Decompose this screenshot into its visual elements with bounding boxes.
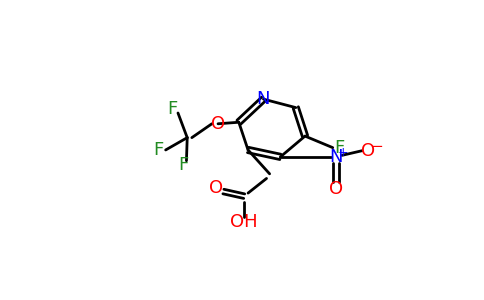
Text: −: −: [370, 139, 383, 154]
Text: F: F: [178, 156, 188, 174]
Text: F: F: [167, 100, 178, 118]
Text: O: O: [329, 180, 343, 198]
Text: F: F: [334, 139, 345, 157]
Text: O: O: [210, 179, 224, 197]
Text: O: O: [361, 142, 375, 160]
Text: N: N: [329, 148, 343, 166]
Text: O: O: [211, 115, 225, 133]
Text: F: F: [153, 141, 164, 159]
Text: N: N: [257, 90, 270, 108]
Text: OH: OH: [230, 213, 258, 231]
Text: +: +: [337, 146, 348, 159]
